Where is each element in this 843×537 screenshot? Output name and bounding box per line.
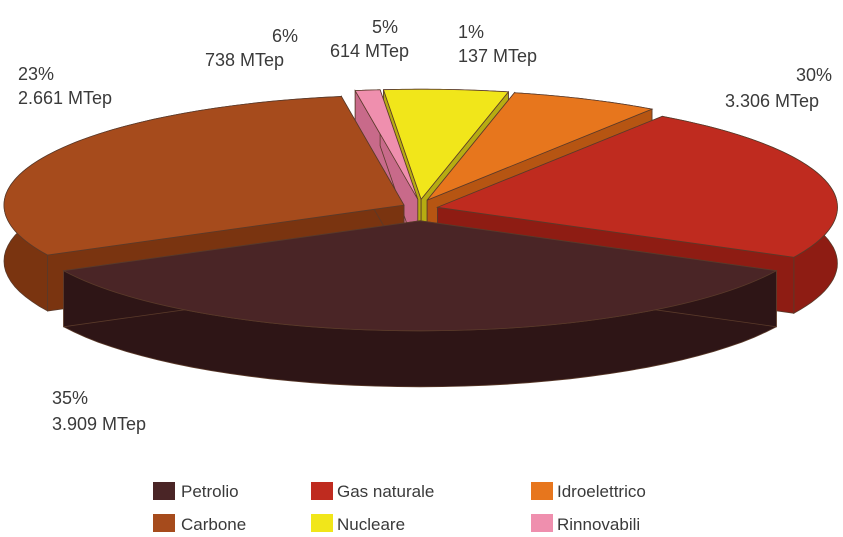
legend-swatch-idroelettrico [531, 482, 553, 500]
pie-slice-top-rinnovabili [354, 89, 419, 200]
label-value-rinnovabili: 137 MTep [458, 46, 537, 66]
legend-label-gas-naturale: Gas naturale [337, 482, 434, 501]
slice-labels: 23% 2.661 MTep 6% 738 MTep 5% 614 MTep 1… [18, 17, 832, 434]
pie-slice-top-carbone [3, 96, 405, 256]
legend-swatch-nucleare [311, 514, 333, 532]
legend-swatch-rinnovabili [531, 514, 553, 532]
label-value-carbone: 3.306 MTep [725, 91, 819, 111]
legend-label-petrolio: Petrolio [181, 482, 239, 501]
legend: Petrolio Gas naturale Idroelettrico Carb… [153, 482, 646, 534]
label-percent-carbone: 30% [796, 65, 832, 85]
label-value-nucleare: 614 MTep [330, 41, 409, 61]
label-percent-idroelettrico: 6% [272, 26, 298, 46]
label-value-petrolio: 3.909 MTep [52, 414, 146, 434]
label-value-idroelettrico: 738 MTep [205, 50, 284, 70]
legend-swatch-petrolio [153, 482, 175, 500]
pie-slice-top-gas-naturale [435, 115, 838, 258]
legend-label-rinnovabili: Rinnovabili [557, 515, 640, 534]
pie-slice-petrolio [62, 220, 778, 388]
pie-slice-top-idroelettrico [426, 92, 654, 201]
legend-swatch-carbone [153, 514, 175, 532]
label-percent-gas-naturale: 23% [18, 64, 54, 84]
label-percent-petrolio: 35% [52, 388, 88, 408]
legend-label-nucleare: Nucleare [337, 515, 405, 534]
pie-slice-top-petrolio [62, 220, 778, 332]
legend-label-carbone: Carbone [181, 515, 246, 534]
legend-label-idroelettrico: Idroelettrico [557, 482, 646, 501]
pie-slices [3, 88, 838, 388]
label-percent-nucleare: 5% [372, 17, 398, 37]
legend-swatch-gas-naturale [311, 482, 333, 500]
pie-slice-top-nucleare [382, 88, 510, 201]
label-value-gas-naturale: 2.661 MTep [18, 88, 112, 108]
label-percent-rinnovabili: 1% [458, 22, 484, 42]
